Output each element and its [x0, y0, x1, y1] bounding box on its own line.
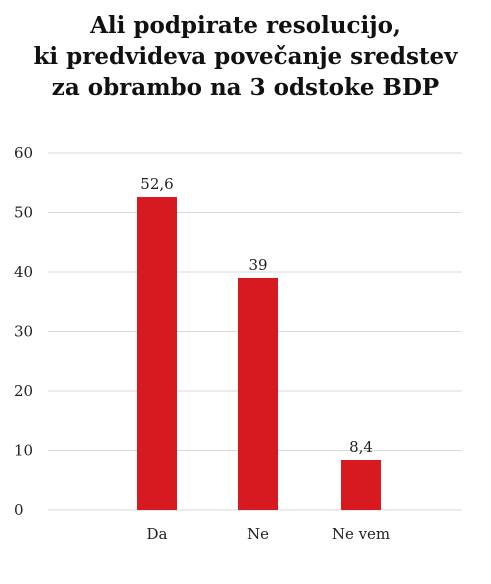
x-category-label: Da: [147, 525, 168, 543]
bar-da: [137, 197, 177, 510]
y-tick-label: 50: [14, 204, 33, 222]
y-tick-label: 60: [14, 144, 33, 162]
y-tick-label: 10: [14, 442, 33, 460]
y-tick-label: 40: [14, 263, 33, 281]
bar-ne-vem: [341, 460, 381, 510]
chart-title: Ali podpirate resolucijo, ki predvideva …: [0, 10, 491, 103]
chart-title-line-3: za obrambo na 3 odstoke BDP: [51, 74, 440, 101]
bar-value-label: 8,4: [349, 438, 373, 456]
bar-value-label: 52,6: [140, 175, 173, 193]
bar-value-label: 39: [248, 256, 267, 274]
y-tick-label: 30: [14, 323, 33, 341]
y-tick-label: 0: [14, 501, 24, 519]
x-category-label: Ne vem: [332, 525, 390, 543]
chart-title-line-1: Ali podpirate resolucijo,: [90, 12, 401, 39]
bar-ne: [238, 277, 278, 510]
x-category-label: Ne: [247, 525, 269, 543]
chart-title-line-2: ki predvideva povečanje sredstev: [33, 43, 458, 70]
y-tick-label: 20: [14, 382, 33, 400]
